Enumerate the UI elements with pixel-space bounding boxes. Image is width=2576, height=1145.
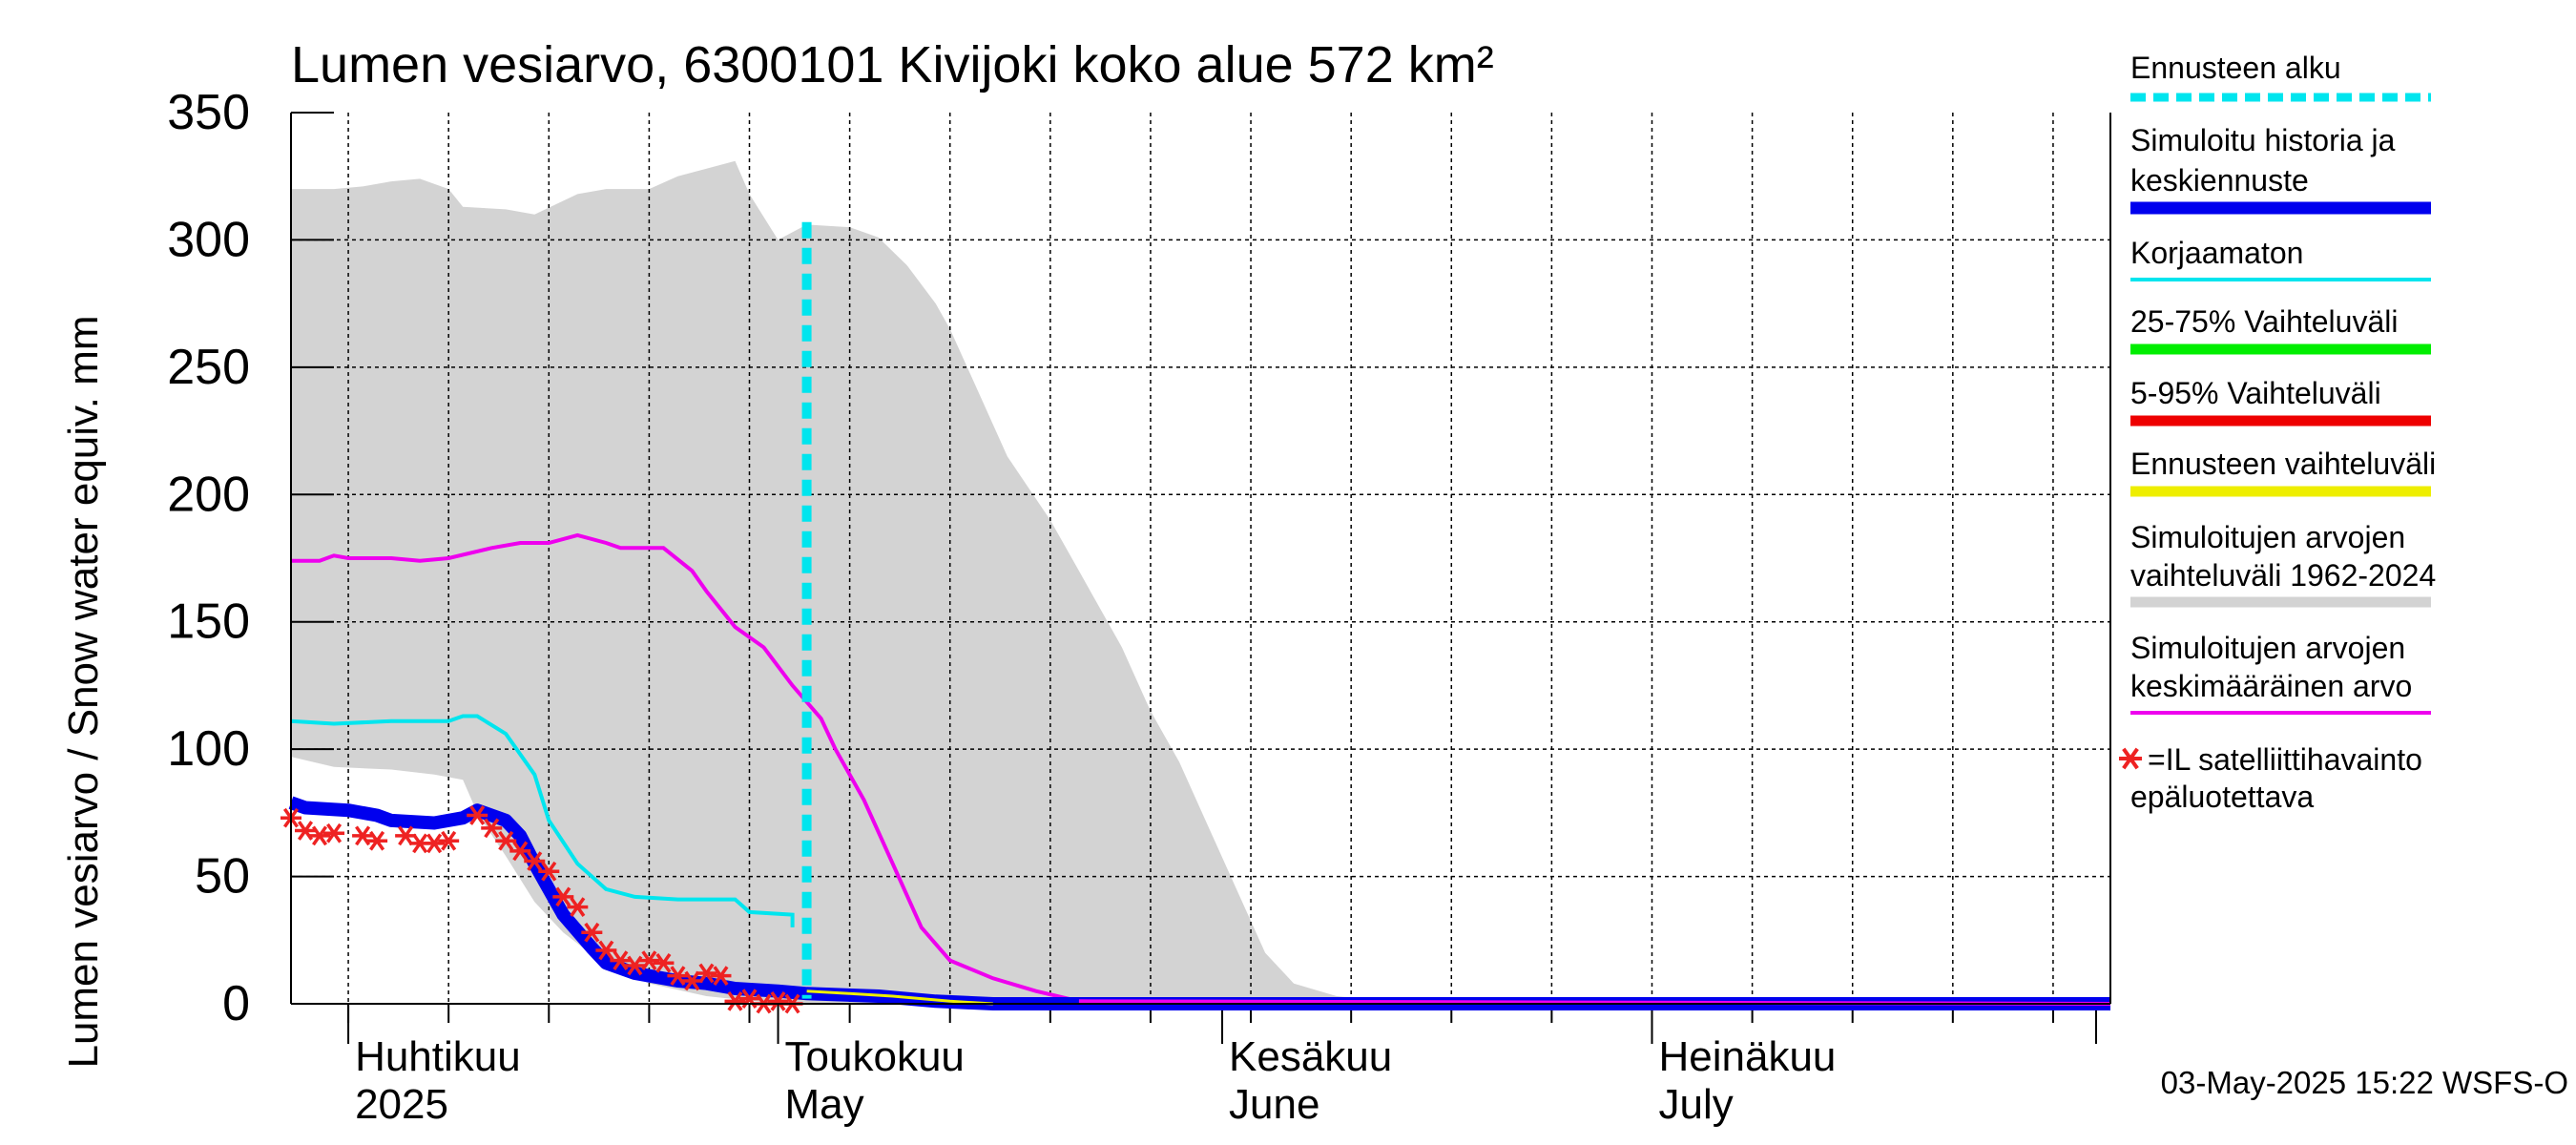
legend-item: Ennusteen alku <box>2130 51 2431 102</box>
satellite-marker <box>724 990 746 1011</box>
series-mean-line <box>291 532 2111 1006</box>
legend-label: Korjaamaton <box>2130 236 2303 270</box>
satellite-marker <box>438 830 460 851</box>
legend-item: Korjaamaton <box>2130 236 2431 281</box>
legend-label: Simuloitu historia ja <box>2130 123 2396 157</box>
y-tick-label: 50 <box>195 849 250 905</box>
month-label-en: June <box>1229 1081 1319 1128</box>
satellite-marker <box>653 952 675 973</box>
y-tick-label: 200 <box>167 467 250 522</box>
legend: Ennusteen alku Simuloitu historia ja keski… <box>2119 51 2436 814</box>
y-tick-label: 150 <box>167 594 250 650</box>
month-label-fi: Toukokuu <box>785 1033 965 1080</box>
satellite-marker <box>581 922 603 943</box>
chart-title: Lumen vesiarvo, 6300101 Kivijoki koko al… <box>291 36 1494 94</box>
satellite-marker <box>710 966 732 987</box>
legend-marker-swatch <box>2119 747 2142 770</box>
satellite-marker <box>696 963 717 984</box>
legend-item: 5-95% Vaihteluväli <box>2130 376 2431 427</box>
legend-item: Simuloitujen arvojen vaihteluväli 1962-20… <box>2130 520 2436 608</box>
legend-label: vaihteluväli 1962-2024 <box>2130 558 2436 593</box>
month-label-en: May <box>785 1081 864 1128</box>
legend-label: epäluotettava <box>2130 780 2314 814</box>
satellite-marker <box>366 830 388 851</box>
y-axis-label: Lumen vesiarvo / Snow water equiv. mm <box>60 315 107 1068</box>
series-uncorrected-line <box>290 714 795 927</box>
legend-label: Simuloitujen arvojen <box>2130 520 2405 554</box>
legend-item: 25-75% Vaihteluväli <box>2130 304 2431 355</box>
legend-label: =IL satelliittihavainto <box>2148 742 2422 777</box>
satellite-marker <box>524 851 546 871</box>
satellite-marker <box>538 861 560 882</box>
satellite-marker <box>467 805 488 825</box>
satellite-marker <box>323 822 345 843</box>
satellite-marker <box>638 950 660 970</box>
satellite-marker <box>424 833 446 854</box>
satellite-marker <box>481 818 503 839</box>
range-band-area <box>291 160 2110 1004</box>
y-tick-label: 300 <box>167 212 250 267</box>
y-tick-label: 0 <box>222 976 250 1031</box>
y-tick-label: 250 <box>167 340 250 395</box>
legend-label: Simuloitujen arvojen <box>2130 631 2405 665</box>
legend-label: 25-75% Vaihteluväli <box>2130 304 2398 339</box>
month-label-fi: Heinäkuu <box>1658 1033 1836 1080</box>
legend-label: 5-95% Vaihteluväli <box>2130 376 2381 410</box>
y-tick-label: 100 <box>167 721 250 777</box>
legend-label: Ennusteen alku <box>2130 51 2341 85</box>
satellite-marker <box>309 825 331 846</box>
satellite-marker <box>552 886 574 907</box>
month-label-fi: Kesäkuu <box>1229 1033 1392 1080</box>
satellite-marker <box>595 940 617 961</box>
legend-item: Ennusteen vaihteluväli <box>2130 447 2436 497</box>
satellite-marker <box>567 897 589 917</box>
legend-item: Simuloitu historia ja keskiennuste <box>2130 123 2431 215</box>
legend-item: Simuloitujen arvojen keskimääräinen arvo <box>2130 631 2431 715</box>
satellite-marker <box>767 990 789 1011</box>
month-label-en: 2025 <box>355 1081 448 1128</box>
legend-label: keskiennuste <box>2130 163 2309 198</box>
satellite-marker <box>509 841 531 862</box>
satellite-marker <box>495 830 517 851</box>
legend-label: keskimääräinen arvo <box>2130 669 2412 703</box>
series-simulated-line <box>288 796 2110 1010</box>
month-label-fi: Huhtikuu <box>355 1033 521 1080</box>
timestamp-label: 03-May-2025 15:22 WSFS-O <box>2161 1065 2568 1100</box>
legend-label: Ennusteen vaihteluväli <box>2130 447 2436 481</box>
month-label-en: July <box>1658 1081 1733 1128</box>
forecast-range-line <box>806 989 993 1006</box>
y-tick-label: 350 <box>167 85 250 140</box>
